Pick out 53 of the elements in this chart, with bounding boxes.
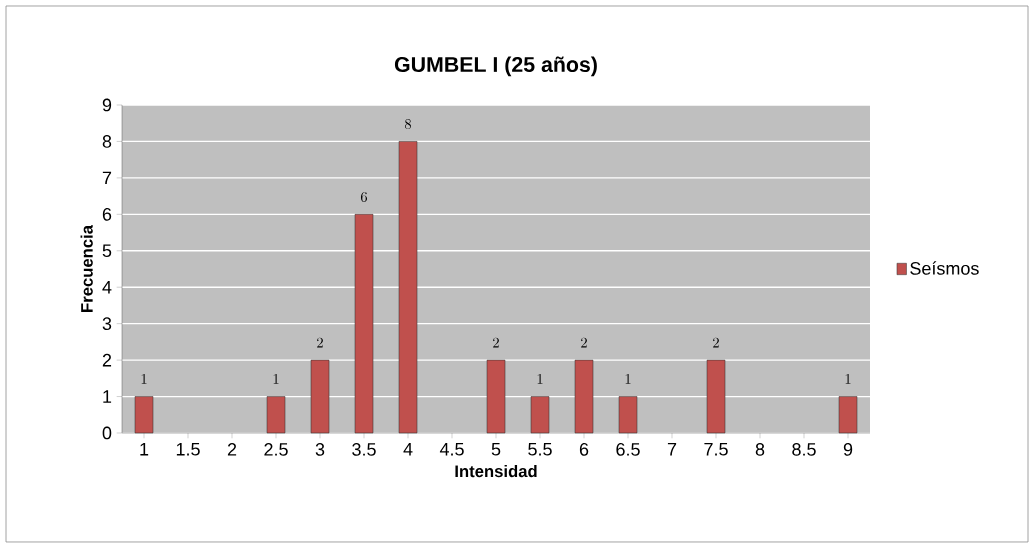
bar bbox=[838, 396, 858, 434]
y-tick-label: 0 bbox=[102, 426, 112, 440]
data-label: 1 bbox=[625, 374, 631, 384]
data-label: 1 bbox=[845, 374, 851, 384]
data-label: 1 bbox=[537, 374, 543, 384]
x-tick-label: 5 bbox=[491, 443, 501, 456]
bar bbox=[134, 396, 154, 434]
data-label: 8 bbox=[404, 119, 412, 130]
legend-label: Seísmos bbox=[910, 261, 979, 275]
x-axis-title: Intensidad bbox=[455, 464, 537, 478]
y-tick-label: 1 bbox=[103, 390, 112, 403]
x-tick-label: 7.5 bbox=[704, 443, 728, 456]
bar bbox=[310, 359, 330, 434]
y-tick-label: 4 bbox=[102, 281, 112, 294]
x-tick-label: 3 bbox=[315, 443, 325, 456]
data-label: 2 bbox=[317, 337, 323, 348]
x-tick-label: 6 bbox=[579, 443, 589, 456]
y-tick-label: 5 bbox=[102, 244, 112, 258]
x-tick-label: 6.5 bbox=[616, 443, 640, 456]
x-tick-label: 1.5 bbox=[176, 443, 200, 456]
data-label: 6 bbox=[360, 191, 368, 202]
data-label: 1 bbox=[141, 374, 147, 384]
x-tick-label: 4 bbox=[403, 443, 413, 456]
bar bbox=[574, 359, 594, 434]
x-tick-label: 2 bbox=[227, 443, 237, 456]
y-tick-label: 3 bbox=[102, 317, 112, 331]
y-tick-label: 9 bbox=[102, 98, 112, 112]
x-tick-label: 4.5 bbox=[439, 443, 464, 456]
y-tick-label: 6 bbox=[102, 207, 112, 221]
x-tick-label: 1 bbox=[140, 443, 149, 456]
data-label: 2 bbox=[713, 337, 719, 348]
data-label: 2 bbox=[581, 337, 587, 348]
x-tick-label: 5.5 bbox=[528, 443, 552, 456]
x-tick-label: 7 bbox=[667, 443, 677, 456]
x-tick-label: 9 bbox=[843, 443, 853, 456]
data-label: 2 bbox=[493, 337, 499, 348]
bar bbox=[354, 214, 374, 434]
y-tick-label: 2 bbox=[102, 353, 112, 367]
x-tick-label: 8.5 bbox=[792, 443, 816, 456]
bar bbox=[530, 396, 550, 434]
x-tick-label: 8 bbox=[755, 443, 765, 456]
y-tick-label: 7 bbox=[102, 171, 112, 185]
bar bbox=[706, 359, 726, 434]
data-label: 1 bbox=[273, 374, 279, 384]
x-tick-label: 3.5 bbox=[352, 443, 376, 456]
y-axis-title: Frecuencia bbox=[80, 224, 93, 312]
bar bbox=[618, 396, 638, 434]
x-tick-label: 2.5 bbox=[264, 443, 288, 456]
chart-title: GUMBEL I (25 años) bbox=[394, 56, 597, 77]
y-tick-label: 8 bbox=[102, 135, 112, 148]
bar bbox=[486, 359, 506, 434]
bar bbox=[266, 396, 286, 434]
bar bbox=[398, 141, 418, 434]
